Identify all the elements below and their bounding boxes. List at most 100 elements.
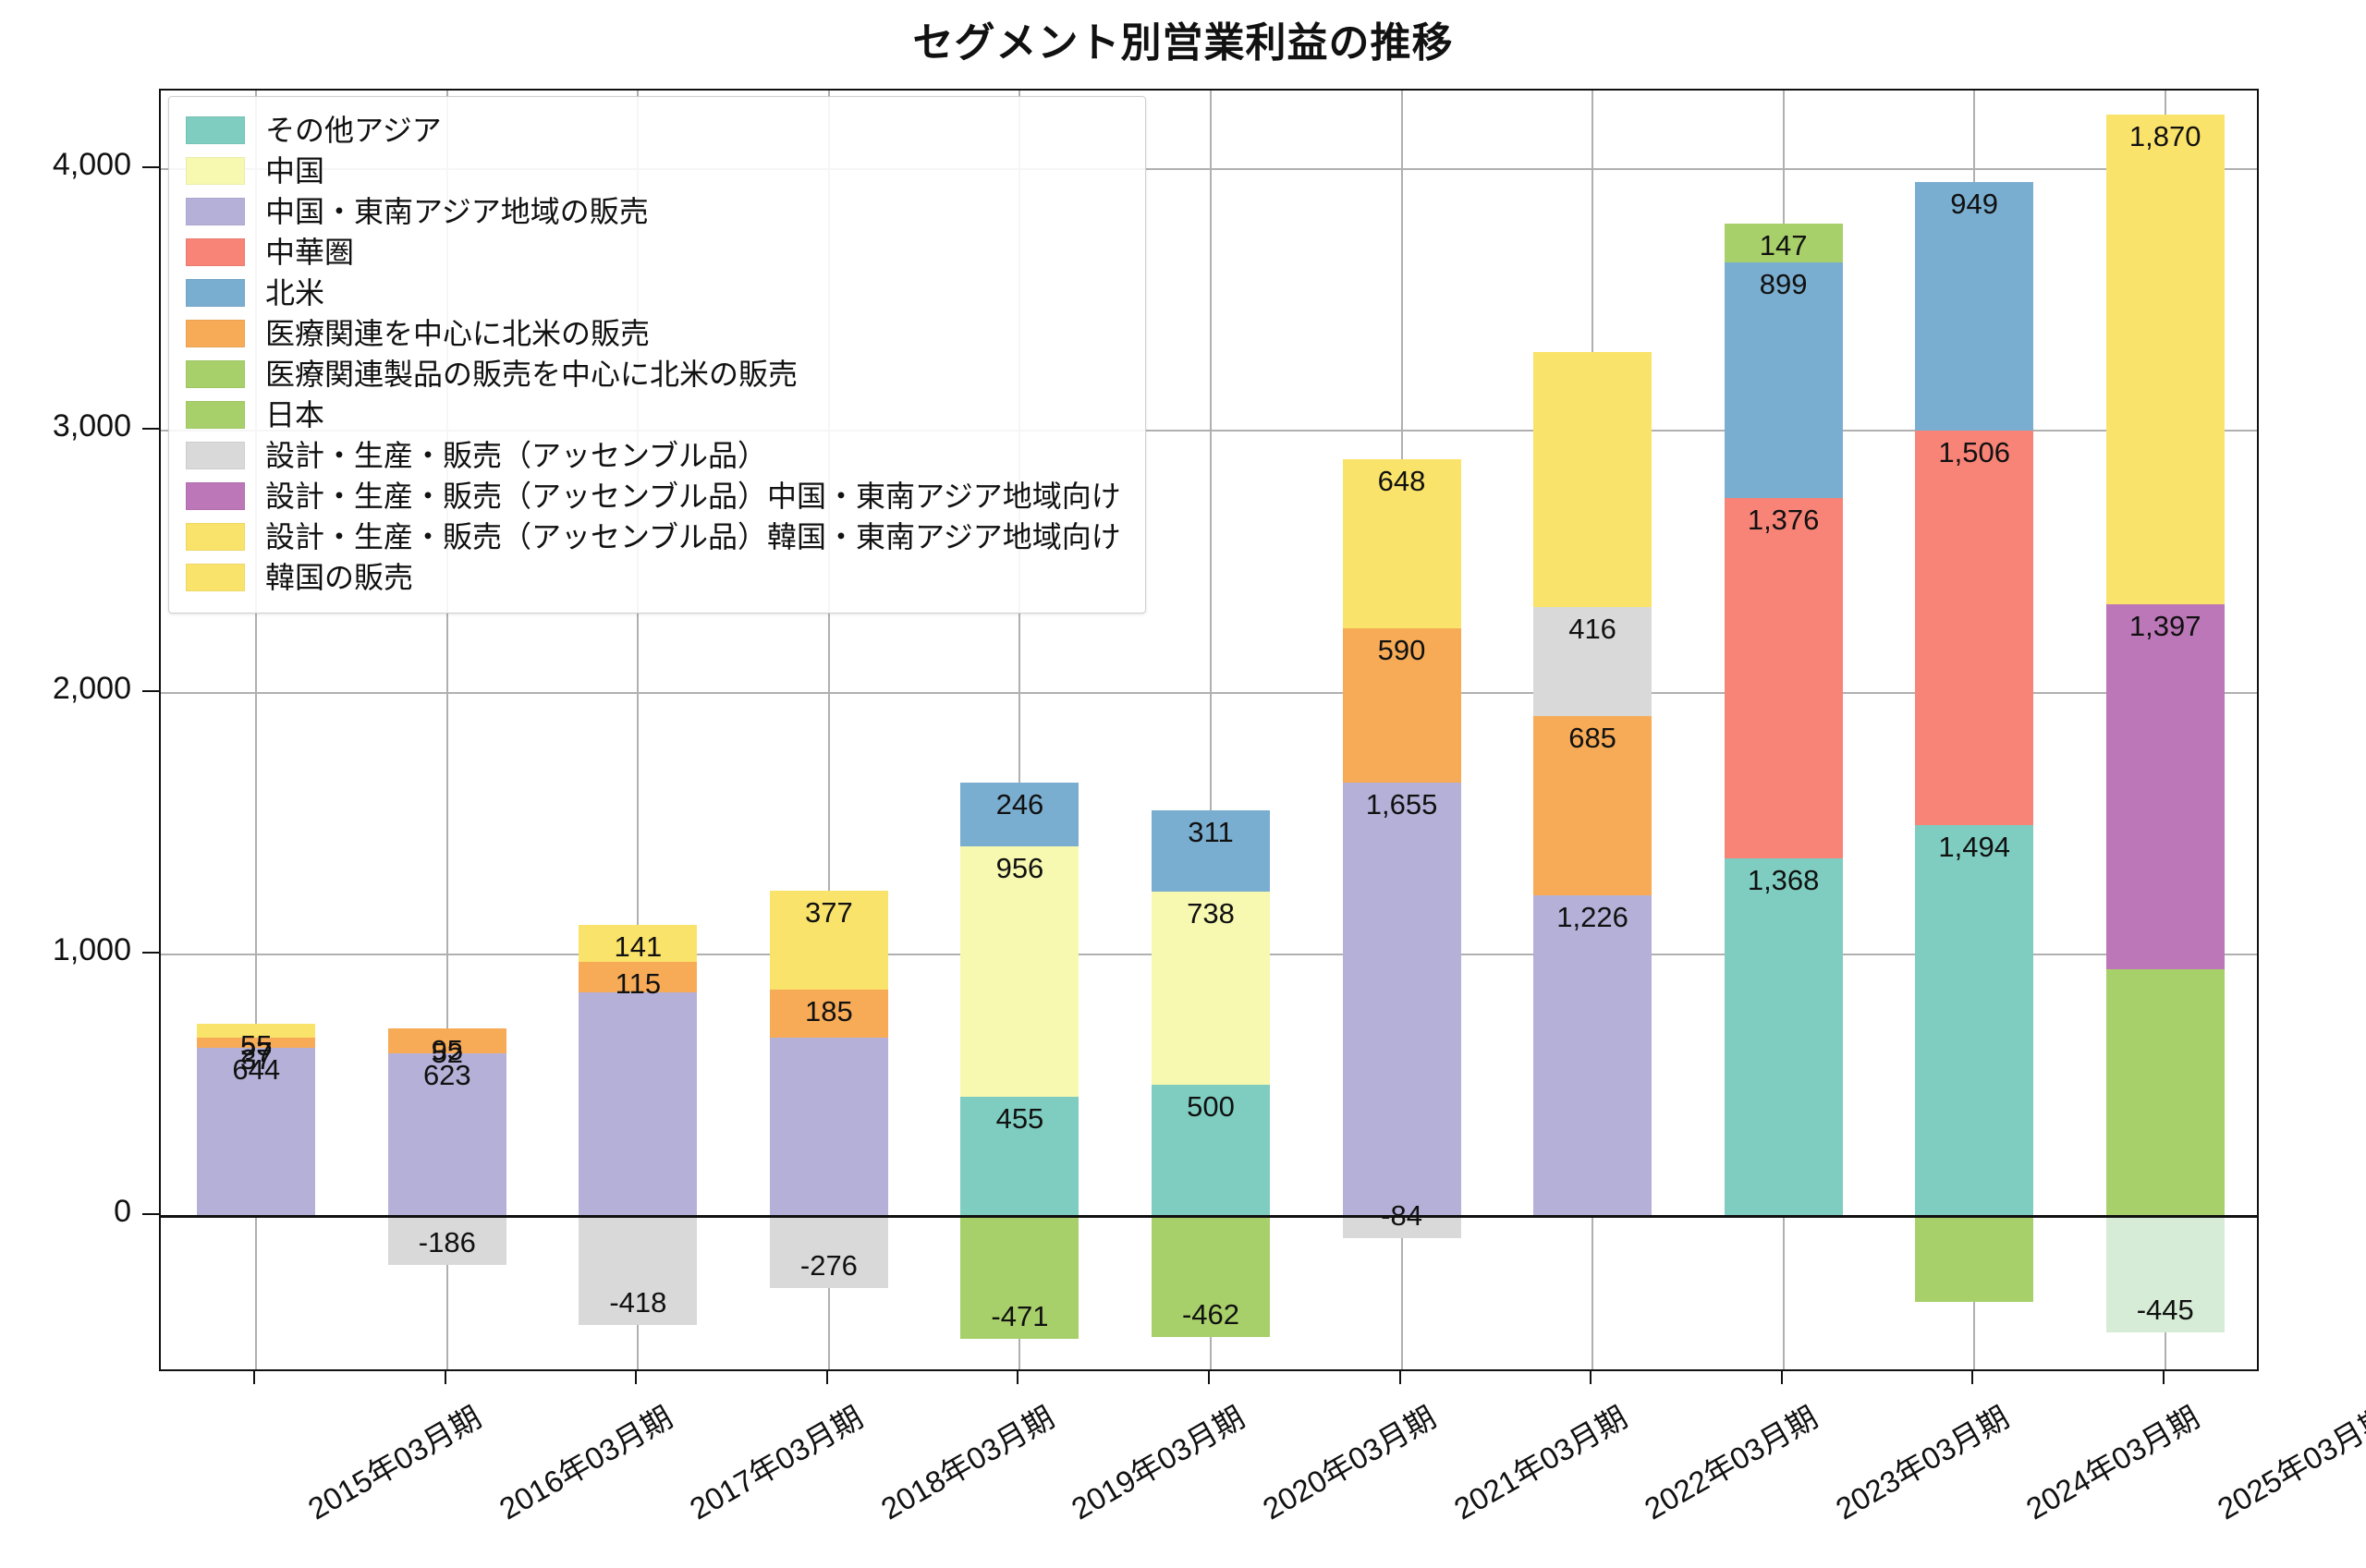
gridline-vertical xyxy=(1018,91,1021,1369)
bar-segment[interactable] xyxy=(1151,892,1271,1086)
gridline-horizontal xyxy=(161,430,2257,432)
bar-segment[interactable] xyxy=(1342,628,1461,784)
bar-segment[interactable] xyxy=(960,782,1079,847)
legend-item-label: 設計・生産・販売（アッセンブル品）韓国・東南アジア地域向け xyxy=(265,520,1121,553)
bar-segment[interactable] xyxy=(197,1023,316,1039)
bar-column[interactable]: 500 738 311 -462 xyxy=(1151,91,1271,1369)
gridline-horizontal xyxy=(161,691,2257,694)
bar-segment[interactable] xyxy=(1915,824,2034,1217)
bar-segment[interactable] xyxy=(1724,262,1843,498)
bar-segment[interactable] xyxy=(2105,115,2225,604)
legend-item[interactable]: 設計・生産・販売（アッセンブル品）中国・東南アジア地域向け xyxy=(186,476,1121,517)
bar-segment[interactable] xyxy=(1533,715,1653,895)
legend-swatch-icon xyxy=(186,279,245,307)
legend-item-label: 中国 xyxy=(265,154,325,188)
bar-segment[interactable] xyxy=(1724,497,1843,858)
x-tick-label: 2021年03月期 xyxy=(1447,1399,1633,1526)
bar-segment[interactable] xyxy=(197,1038,316,1048)
bar-segment[interactable] xyxy=(960,1097,1079,1217)
bar-segment[interactable] xyxy=(769,891,888,990)
bar-segment[interactable] xyxy=(2105,603,2225,970)
legend-item[interactable]: 医療関連製品の販売を中心に北米の販売 xyxy=(186,354,1121,395)
bar-segment[interactable] xyxy=(769,1038,888,1217)
y-tick-mark xyxy=(142,951,159,954)
bar-column[interactable]: 1,655 590 648 -84 xyxy=(1342,91,1461,1369)
x-tick-label: 2023年03月期 xyxy=(1829,1399,2015,1526)
legend-item-label: 医療関連製品の販売を中心に北米の販売 xyxy=(265,358,799,391)
legend-item-label: 韓国の販売 xyxy=(265,561,414,594)
x-tick-label: 2017年03月期 xyxy=(684,1399,869,1526)
x-tick-label: 2015年03月期 xyxy=(302,1399,487,1526)
bar-segment[interactable] xyxy=(1533,894,1653,1217)
gridline-vertical xyxy=(255,91,258,1369)
y-tick-mark xyxy=(142,1213,159,1216)
bar-segment[interactable] xyxy=(1724,224,1843,263)
bar-segment[interactable] xyxy=(1151,810,1271,893)
bar-segment[interactable] xyxy=(1724,857,1843,1217)
legend-swatch-icon xyxy=(186,116,245,144)
legend-swatch-icon xyxy=(186,401,245,429)
bar-column[interactable]: 1,368 1,376 899 147 xyxy=(1724,91,1843,1369)
bar-segment[interactable] xyxy=(1342,458,1461,629)
bar-segment[interactable] xyxy=(387,1216,506,1265)
legend-item[interactable]: 設計・生産・販売（アッセンブル品）韓国・東南アジア地域向け xyxy=(186,517,1121,557)
bar-segment[interactable] xyxy=(960,1216,1079,1340)
legend-swatch-icon xyxy=(186,198,245,225)
y-tick-mark xyxy=(142,428,159,431)
bar-column[interactable]: 1,494 1,506 949 xyxy=(1915,91,2034,1369)
legend-item[interactable]: 中国 xyxy=(186,151,1121,191)
legend-item[interactable]: その他アジア xyxy=(186,110,1121,151)
bar-segment[interactable] xyxy=(579,961,698,992)
bar-segment[interactable] xyxy=(1342,783,1461,1217)
legend-item[interactable]: 設計・生産・販売（アッセンブル品） xyxy=(186,435,1121,476)
y-tick-label: 1,000 xyxy=(52,931,131,967)
bar-segment[interactable] xyxy=(387,1027,506,1053)
legend-item[interactable]: 医療関連を中心に北米の販売 xyxy=(186,313,1121,354)
legend-item[interactable]: 北米 xyxy=(186,273,1121,313)
legend-swatch-icon xyxy=(186,564,245,591)
legend-item[interactable]: 日本 xyxy=(186,395,1121,435)
bar-segment[interactable] xyxy=(1533,606,1653,716)
legend-swatch-icon xyxy=(186,482,245,510)
x-tick-mark xyxy=(825,1371,828,1384)
bar-segment[interactable] xyxy=(1915,1216,2034,1302)
bar-column[interactable]: 1,397 1,870 -445 xyxy=(2105,91,2225,1369)
legend-swatch-icon xyxy=(186,238,245,266)
bar-segment[interactable] xyxy=(1151,1216,1271,1337)
legend-item-label: 中華圏 xyxy=(265,236,355,269)
bar-segment[interactable] xyxy=(197,1047,316,1217)
bar-segment[interactable] xyxy=(387,1052,506,1217)
legend-swatch-icon xyxy=(186,320,245,347)
bar-segment[interactable] xyxy=(769,1216,888,1289)
bar-segment[interactable] xyxy=(579,991,698,1217)
bar-segment[interactable] xyxy=(1533,351,1653,607)
gridline-vertical xyxy=(637,91,640,1369)
x-tick-label: 2016年03月期 xyxy=(493,1399,678,1526)
legend-swatch-icon xyxy=(186,523,245,551)
legend-item[interactable]: 韓国の販売 xyxy=(186,557,1121,598)
x-tick-mark xyxy=(1971,1371,1974,1384)
legend-swatch-icon xyxy=(186,157,245,185)
legend-item-label: 日本 xyxy=(265,398,325,432)
x-tick-label: 2025年03月期 xyxy=(2211,1399,2366,1526)
legend-item[interactable]: 中国・東南アジア地域の販売 xyxy=(186,191,1121,232)
bar-column[interactable]: 455 956 246 -471 xyxy=(960,91,1079,1369)
bar-segment[interactable] xyxy=(1342,1216,1461,1238)
bar-segment[interactable] xyxy=(769,990,888,1039)
bar-segment[interactable] xyxy=(1151,1085,1271,1217)
bar-segment[interactable] xyxy=(579,925,698,962)
x-tick-mark xyxy=(1590,1371,1592,1384)
bar-column[interactable]: 1,226 685 416 xyxy=(1533,91,1653,1369)
bar-segment[interactable] xyxy=(2105,969,2225,1217)
x-tick-label: 2022年03月期 xyxy=(1639,1399,1823,1526)
bar-segment[interactable] xyxy=(2105,1216,2225,1333)
x-tick-mark xyxy=(1780,1371,1783,1384)
legend-item[interactable]: 中華圏 xyxy=(186,232,1121,273)
gridline-vertical xyxy=(1210,91,1212,1369)
legend-item-label: 中国・東南アジア地域の販売 xyxy=(265,195,649,228)
bar-segment[interactable] xyxy=(1915,182,2034,432)
bar-segment[interactable] xyxy=(579,1216,698,1326)
bar-segment[interactable] xyxy=(1915,431,2034,825)
bar-segment[interactable] xyxy=(960,846,1079,1098)
